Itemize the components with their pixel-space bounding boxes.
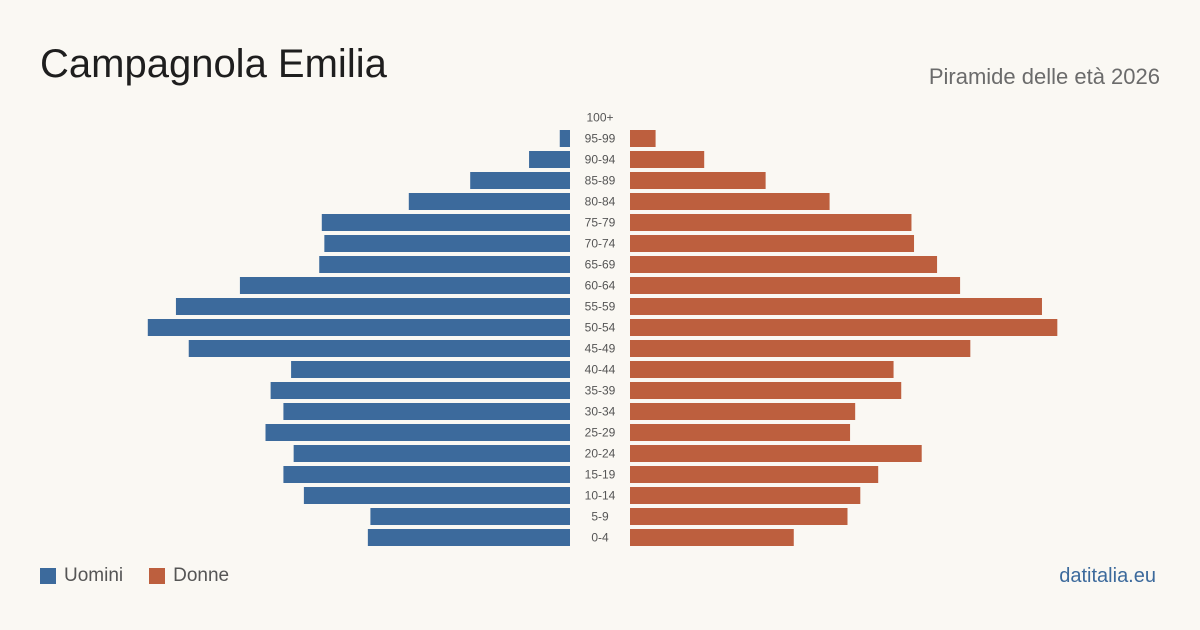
bar-male (176, 298, 570, 315)
bar-male (560, 130, 570, 147)
legend: Uomini Donne (40, 565, 229, 587)
age-group-label: 45-49 (585, 342, 616, 356)
bar-female (630, 424, 850, 441)
bar-male (283, 466, 570, 483)
bar-male (368, 529, 570, 546)
legend-item-male: Uomini (40, 565, 123, 587)
legend-swatch-male (40, 568, 56, 584)
bar-male (322, 214, 570, 231)
bar-female (630, 445, 922, 462)
bar-male (324, 235, 570, 252)
bar-female (630, 172, 766, 189)
bar-male (266, 424, 571, 441)
bar-male (189, 340, 570, 357)
age-group-label: 5-9 (591, 510, 609, 524)
bar-male (304, 487, 570, 504)
bar-female (630, 382, 901, 399)
bar-female (630, 487, 860, 504)
age-group-label: 95-99 (585, 132, 616, 146)
bar-female (630, 340, 970, 357)
bar-female (630, 466, 878, 483)
legend-item-female: Donne (149, 565, 229, 587)
age-group-label: 70-74 (585, 237, 616, 251)
bar-female (630, 403, 855, 420)
legend-label-female: Donne (173, 565, 229, 587)
age-group-label: 80-84 (585, 195, 616, 209)
bar-male (283, 403, 570, 420)
age-group-label: 100+ (586, 111, 613, 125)
bar-female (630, 319, 1057, 336)
bar-female (630, 193, 830, 210)
age-group-label: 40-44 (585, 363, 616, 377)
age-group-label: 25-29 (585, 426, 616, 440)
bar-female (630, 529, 794, 546)
bar-female (630, 277, 960, 294)
age-group-label: 55-59 (585, 300, 616, 314)
bar-female (630, 235, 914, 252)
legend-swatch-female (149, 568, 165, 584)
bar-female (630, 256, 937, 273)
age-group-label: 50-54 (585, 321, 616, 335)
age-group-label: 20-24 (585, 447, 616, 461)
bar-female (630, 361, 894, 378)
age-group-label: 85-89 (585, 174, 616, 188)
bar-male (409, 193, 570, 210)
bar-male (148, 319, 570, 336)
bar-male (529, 151, 570, 168)
age-group-label: 35-39 (585, 384, 616, 398)
age-group-label: 30-34 (585, 405, 616, 419)
bar-male (271, 382, 570, 399)
bar-male (294, 445, 570, 462)
bar-male (319, 256, 570, 273)
bar-male (470, 172, 570, 189)
bar-female (630, 130, 656, 147)
brand-link[interactable]: datitalia.eu (1059, 565, 1156, 588)
legend-label-male: Uomini (64, 565, 123, 587)
bar-male (370, 508, 570, 525)
age-group-label: 75-79 (585, 216, 616, 230)
age-group-label: 10-14 (585, 489, 616, 503)
age-group-label: 0-4 (591, 531, 609, 545)
age-group-label: 60-64 (585, 279, 616, 293)
bar-male (240, 277, 570, 294)
age-group-label: 65-69 (585, 258, 616, 272)
bar-male (291, 361, 570, 378)
age-group-label: 90-94 (585, 153, 616, 167)
bar-female (630, 214, 911, 231)
bar-female (630, 298, 1042, 315)
age-group-label: 15-19 (585, 468, 616, 482)
bar-female (630, 151, 704, 168)
bar-female (630, 508, 848, 525)
